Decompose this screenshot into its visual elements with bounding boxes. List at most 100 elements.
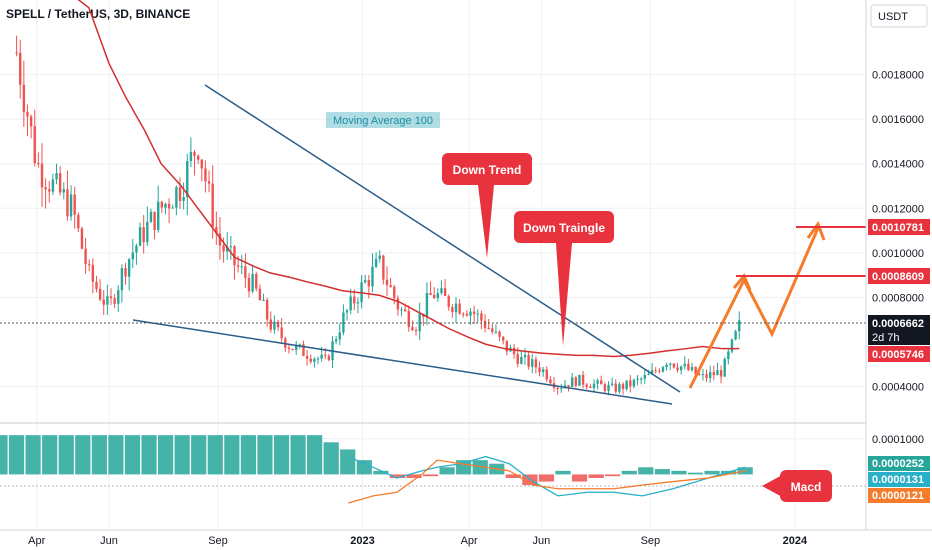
candle-body	[614, 383, 617, 392]
candle-body	[305, 355, 309, 359]
candle-body	[545, 369, 548, 380]
svg-text:0.0000131: 0.0000131	[872, 474, 924, 486]
candle-body	[345, 310, 349, 313]
candle-body	[367, 280, 371, 287]
candle-body	[95, 281, 98, 289]
candle-body	[629, 380, 632, 387]
lower-trendline[interactable]	[132, 319, 673, 405]
candle-body	[396, 298, 400, 310]
svg-text:Down Trend: Down Trend	[453, 163, 522, 177]
candle-body	[727, 351, 730, 360]
candle-body	[349, 296, 352, 311]
candle-body	[687, 363, 690, 371]
candle-body	[603, 384, 607, 391]
candle-body	[469, 311, 472, 316]
chart-title: SPELL / TetherUS, 3D, BINANCE	[6, 7, 190, 21]
time-axis-ticks: Apr Jun Sep 2023 Apr Jun Sep 2024	[28, 535, 808, 547]
candle-body	[273, 321, 276, 330]
candle-body	[712, 372, 716, 376]
candle-body	[91, 264, 95, 282]
candle-body	[694, 366, 697, 375]
candle-body	[55, 173, 58, 180]
candle-body	[512, 347, 516, 355]
candle-body	[632, 379, 636, 387]
candle-body	[262, 299, 265, 301]
candle-body	[440, 288, 443, 294]
candle-body	[658, 370, 661, 372]
candle-body	[494, 331, 498, 333]
macd-histogram-bar	[141, 435, 157, 475]
down-trend-callout[interactable]: Down Trend	[442, 153, 532, 258]
candle-body	[309, 358, 312, 362]
candle-body	[538, 367, 541, 373]
candle-body	[186, 161, 189, 198]
macd-callout[interactable]: Macd	[762, 470, 832, 502]
macd-histogram-bar	[273, 435, 290, 475]
candle-body	[233, 246, 236, 266]
candle-body	[178, 187, 182, 201]
candle-body	[265, 299, 269, 320]
candle-body	[113, 298, 116, 304]
currency-button[interactable]: USDT	[870, 4, 928, 28]
candle-body	[84, 248, 87, 265]
down-triangle-callout[interactable]: Down Traingle	[514, 211, 614, 346]
price-axis-label: 0.0010000	[872, 248, 924, 260]
candle-body	[636, 378, 639, 380]
candle-body	[153, 211, 156, 231]
macd-histogram-bar	[207, 435, 223, 475]
projection-arrow-path[interactable]	[688, 227, 820, 389]
candle-body	[418, 313, 421, 332]
candle-body	[738, 320, 741, 332]
macd-histogram-bar	[0, 435, 8, 475]
candle-body	[625, 380, 628, 389]
candle-body	[498, 331, 501, 337]
candle-body	[48, 189, 51, 192]
macd-histogram-bar	[75, 435, 91, 475]
candle-body	[229, 246, 233, 248]
arrow-head-top	[806, 220, 826, 241]
candle-body	[62, 189, 65, 193]
candle-body	[157, 201, 160, 231]
candle-body	[338, 332, 341, 340]
candle-body	[480, 313, 483, 321]
candle-body	[560, 388, 563, 390]
candle-body	[98, 288, 102, 300]
macd-histogram-bar	[389, 474, 406, 478]
candle-body	[600, 380, 603, 385]
candle-body	[462, 313, 465, 315]
macd-histogram-bar	[704, 470, 720, 475]
candle-body	[276, 321, 280, 328]
macd-histogram-bar	[340, 449, 356, 475]
candle-body	[541, 369, 545, 373]
price-axis-label: 0.0012000	[872, 203, 924, 215]
price-axis-label: 0.0018000	[872, 70, 924, 82]
candle-body	[578, 374, 581, 386]
candle-body	[570, 377, 574, 387]
candle-body	[106, 296, 109, 305]
price-axis[interactable]	[866, 0, 932, 530]
time-axis-label: Jun	[100, 535, 118, 547]
candle-body	[654, 370, 657, 372]
candle-body	[175, 187, 178, 208]
candle-body	[247, 278, 251, 292]
candle-body	[676, 367, 679, 371]
candle-body	[124, 268, 127, 277]
upper-trendline[interactable]	[204, 84, 681, 393]
moving-average-value-label: 0.0005746	[868, 346, 930, 362]
candle-body	[51, 179, 55, 192]
candle-body	[171, 207, 174, 209]
time-axis[interactable]	[0, 530, 932, 550]
candle-body	[131, 252, 134, 260]
candle-body	[650, 370, 654, 375]
candle-body	[505, 340, 509, 352]
svg-text:2d 7h: 2d 7h	[872, 332, 900, 344]
macd-histogram-bar	[356, 460, 372, 475]
candle-body	[723, 359, 726, 377]
time-axis-label: Sep	[641, 535, 661, 547]
macd-histogram-bar	[257, 435, 273, 475]
candle-body	[516, 354, 519, 364]
moving-average-label-bg	[326, 112, 440, 128]
candle-body	[240, 266, 243, 268]
target-mid-label: 0.0008609	[868, 268, 930, 284]
